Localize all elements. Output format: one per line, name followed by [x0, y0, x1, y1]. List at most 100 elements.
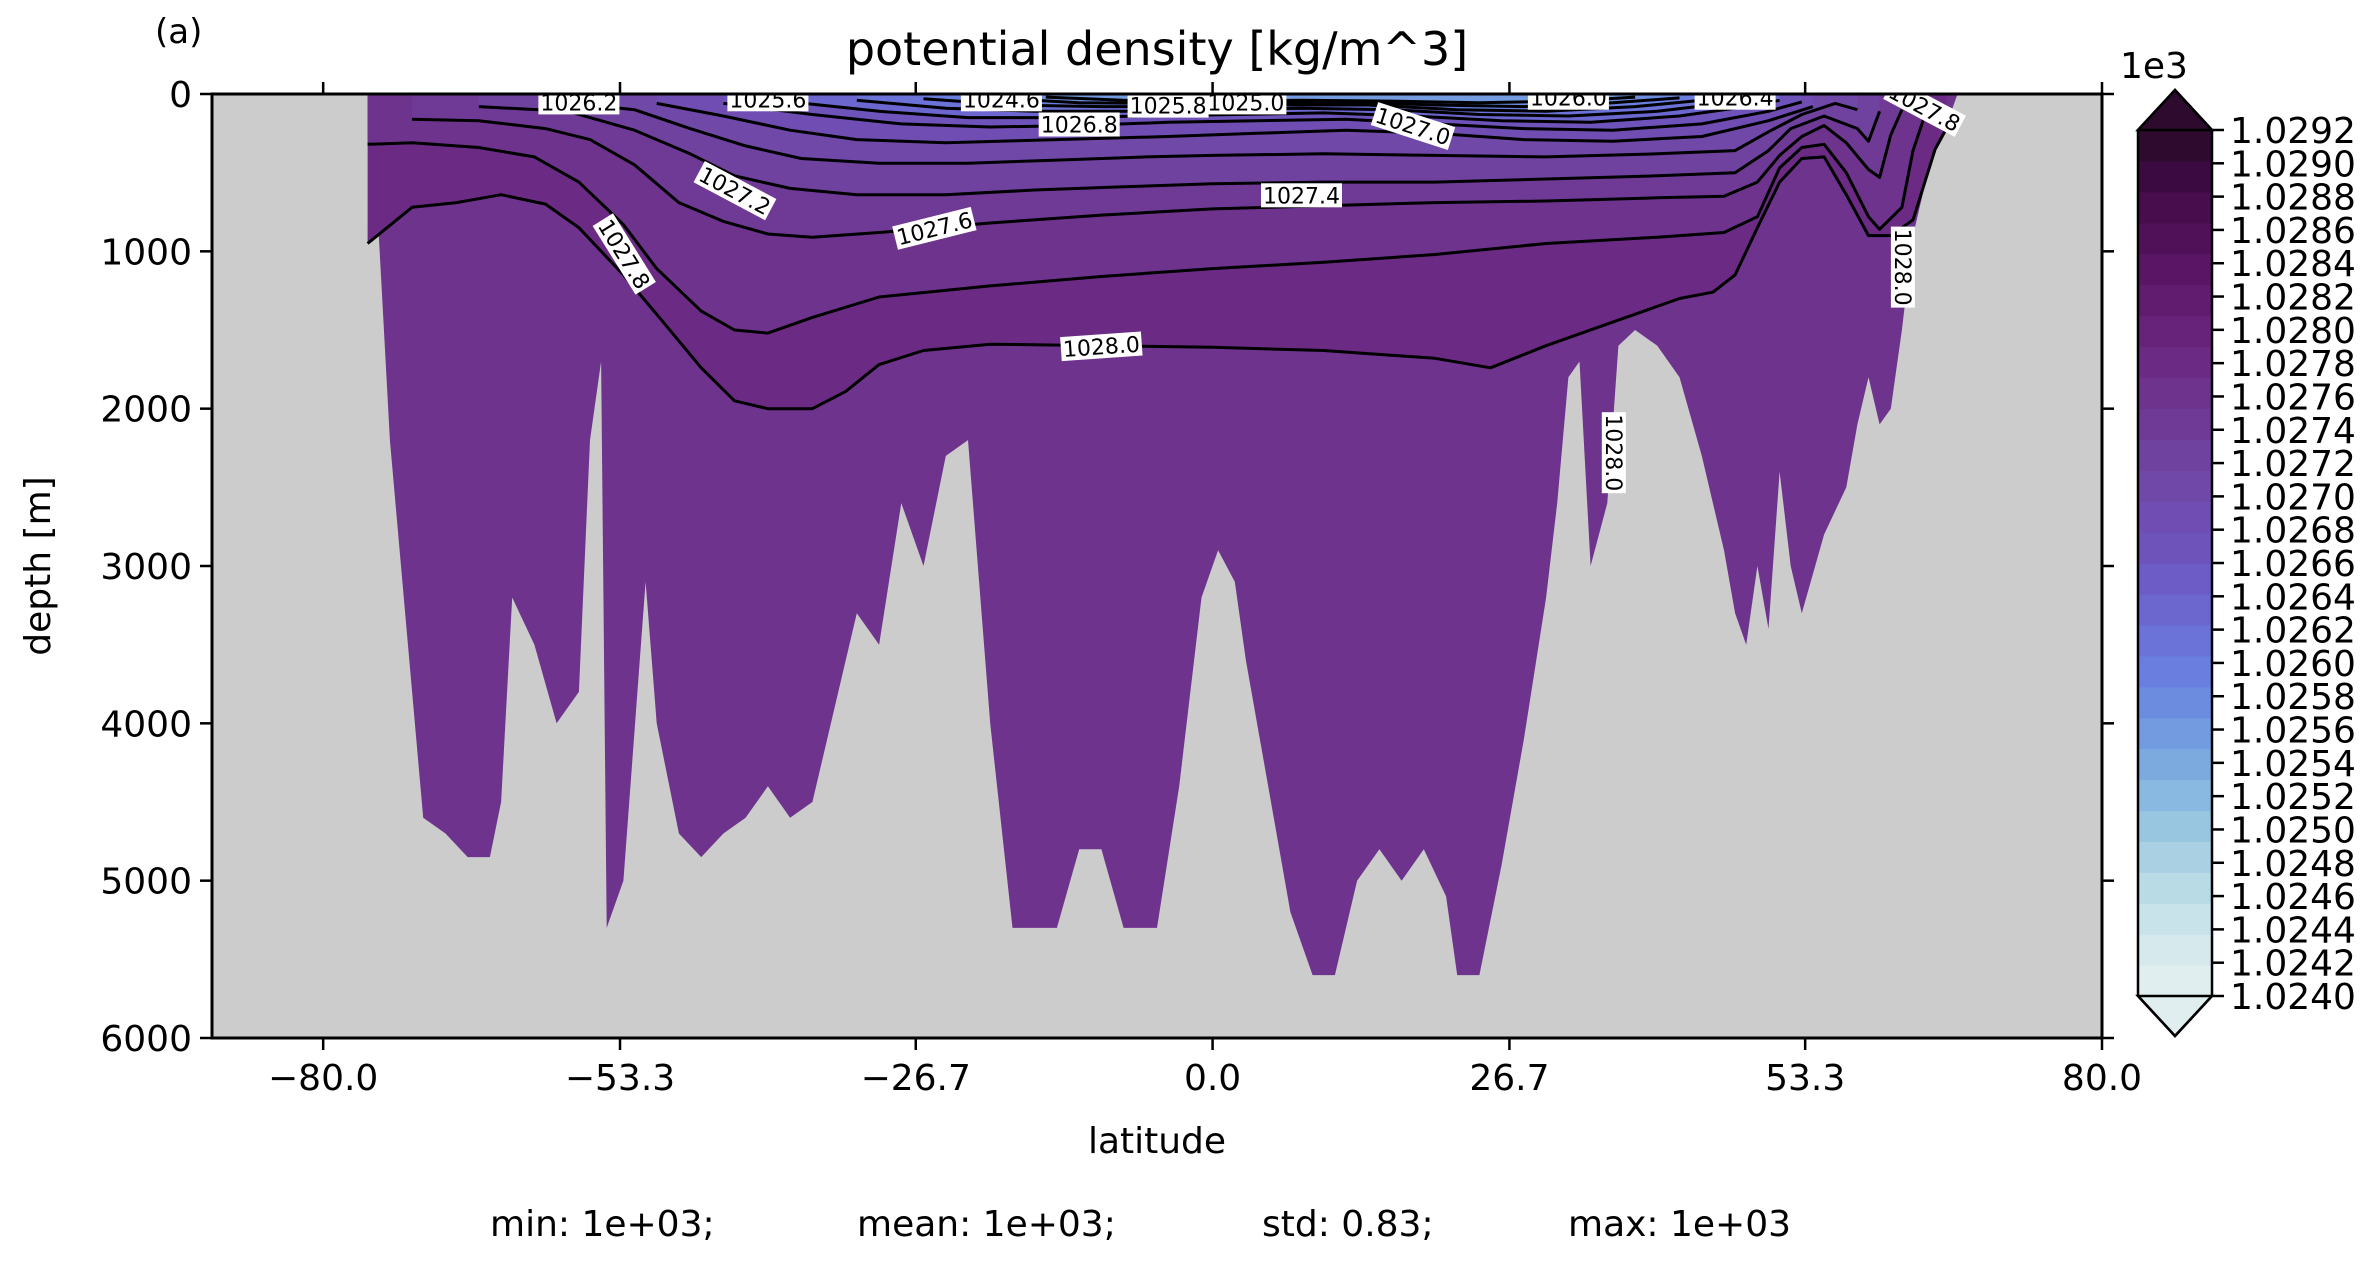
contour-line: [656, 101, 1814, 145]
contour-label-text: 1025.0: [1207, 91, 1284, 116]
y-axis-label: depth [m]: [18, 476, 59, 655]
colorbar-tick-label: 1.0264: [2230, 577, 2356, 618]
stat-min: min: 1e+03;: [490, 1204, 715, 1245]
colorbar-swatch: [2138, 501, 2212, 533]
x-tick-label: 53.3: [1765, 1058, 1845, 1099]
colorbar-tick-label: 1.0246: [2230, 877, 2356, 918]
colorbar-swatch: [2138, 532, 2212, 564]
contour-label: 1026.2: [538, 94, 620, 116]
contour-line: [545, 98, 1858, 165]
colorbar-tick-label: 1.0254: [2230, 744, 2356, 785]
colorbar-tick-label: 1.0268: [2230, 511, 2356, 552]
x-tick-label: −80.0: [268, 1058, 378, 1099]
colorbar-swatch: [2138, 810, 2212, 842]
x-axis: −80.0 −53.3 −26.7 0.0 26.7 53.3 80.0: [268, 82, 2142, 1099]
colorbar-swatch: [2138, 439, 2212, 471]
colorbar-extend-min: [2135, 994, 2215, 1038]
contour-label-text: 1024.6: [963, 88, 1040, 113]
contour-label-text: 1028.0: [1062, 333, 1141, 363]
colorbar-tick-label: 1.0282: [2230, 278, 2356, 319]
contour-label: 1025.8: [1127, 94, 1209, 120]
x-tick-label: −26.7: [861, 1058, 971, 1099]
colorbar-swatch: [2138, 779, 2212, 812]
colorbar-tick-label: 1.0272: [2230, 444, 2356, 485]
colorbar-multiplier: 1e3: [2120, 46, 2188, 87]
y-axis: 0 1000 2000 3000 4000 5000 6000: [100, 75, 2114, 1060]
colorbar-tick-label: 1.0274: [2230, 411, 2356, 452]
contour-line: [366, 127, 1948, 411]
colorbar-swatch: [2138, 222, 2212, 255]
contour-label: 1028.0: [1600, 412, 1626, 494]
colorbar-tick-label: 1.0248: [2230, 844, 2356, 885]
contour-label: 1025.6: [727, 94, 809, 113]
contour-label-text: 1028.0: [1889, 229, 1914, 306]
colorbar-tick-label: 1.0276: [2230, 377, 2356, 418]
colorbar-ticks: 1.02401.02421.02441.02461.02481.02501.02…: [2212, 111, 2356, 1018]
colorbar-tick-label: 1.0270: [2230, 477, 2356, 518]
colorbar-tick-label: 1.0262: [2230, 611, 2356, 652]
colorbar-tick-label: 1.0258: [2230, 677, 2356, 718]
colorbar-swatch: [2138, 841, 2212, 873]
colorbar-tick-label: 1.0288: [2230, 178, 2356, 219]
colorbar-swatch: [2138, 315, 2212, 348]
stat-std: std: 0.83;: [1262, 1204, 1434, 1245]
contour-label-text: 1026.0: [1530, 87, 1607, 112]
colorbar-tick-label: 1.0252: [2230, 777, 2356, 818]
x-tick-label: −53.3: [565, 1058, 675, 1099]
contour-label: 1028.0: [1060, 331, 1143, 363]
panel-label: (a): [155, 12, 202, 52]
colorbar-swatch: [2138, 346, 2212, 379]
colorbar-swatch: [2138, 686, 2212, 719]
colorbar-tick-label: 1.0292: [2230, 111, 2356, 152]
x-tick-label: 26.7: [1469, 1058, 1549, 1099]
colorbar-tick-label: 1.0244: [2230, 910, 2356, 951]
contour-label-text: 1026.4: [1697, 87, 1774, 112]
x-axis-label: latitude: [1088, 1121, 1226, 1162]
y-tick-label: 1000: [100, 232, 192, 273]
colorbar-tick-label: 1.0240: [2230, 977, 2356, 1018]
y-tick-label: 0: [169, 75, 192, 116]
colorbar: 1e3 1.02401.02421.02441.02461.02481.0250…: [2120, 46, 2356, 1038]
contour-label: 1027.4: [1261, 183, 1342, 209]
colorbar-tick-label: 1.0284: [2230, 244, 2356, 285]
contour-line: [478, 105, 1882, 197]
colorbar-extend-max: [2135, 88, 2215, 132]
colorbar-swatches: [2135, 88, 2215, 1038]
colorbar-swatch: [2138, 470, 2212, 502]
contour-label-text: 1028.0: [1600, 414, 1625, 491]
contour-line: [723, 100, 1803, 132]
y-tick-label: 2000: [100, 390, 192, 431]
colorbar-swatch: [2138, 563, 2212, 595]
y-tick-label: 5000: [100, 862, 192, 903]
colorbar-swatch: [2138, 655, 2212, 688]
colorbar-swatch: [2138, 903, 2212, 935]
chart-title: potential density [kg/m^3]: [846, 22, 1468, 76]
contour-label-text: 1026.8: [1041, 114, 1118, 139]
colorbar-tick-label: 1.0278: [2230, 344, 2356, 385]
contour-lines: [366, 95, 1948, 411]
colorbar-swatch: [2138, 624, 2212, 657]
contour-label-text: 1025.8: [1130, 95, 1207, 120]
contour-label-text: 1027.4: [1263, 184, 1340, 209]
y-tick-label: 4000: [100, 704, 192, 745]
contour-label: 1025.0: [1205, 91, 1287, 116]
colorbar-swatch: [2138, 593, 2212, 626]
colorbar-tick-label: 1.0250: [2230, 810, 2356, 851]
colorbar-swatch: [2138, 284, 2212, 317]
y-tick-label: 3000: [100, 547, 192, 588]
stat-mean: mean: 1e+03;: [857, 1204, 1116, 1245]
contour-label: 1026.8: [1038, 112, 1120, 139]
colorbar-swatch: [2138, 408, 2212, 440]
colorbar-swatch: [2138, 872, 2212, 904]
y-tick-label: 6000: [100, 1019, 192, 1060]
colorbar-swatch: [2138, 717, 2212, 750]
contour-label: 1028.0: [1889, 226, 1915, 308]
colorbar-swatch: [2138, 748, 2212, 781]
colorbar-tick-label: 1.0280: [2230, 311, 2356, 352]
colorbar-tick-label: 1.0256: [2230, 711, 2356, 752]
colorbar-swatch: [2138, 253, 2212, 286]
contour-label: 1026.0: [1527, 87, 1609, 112]
